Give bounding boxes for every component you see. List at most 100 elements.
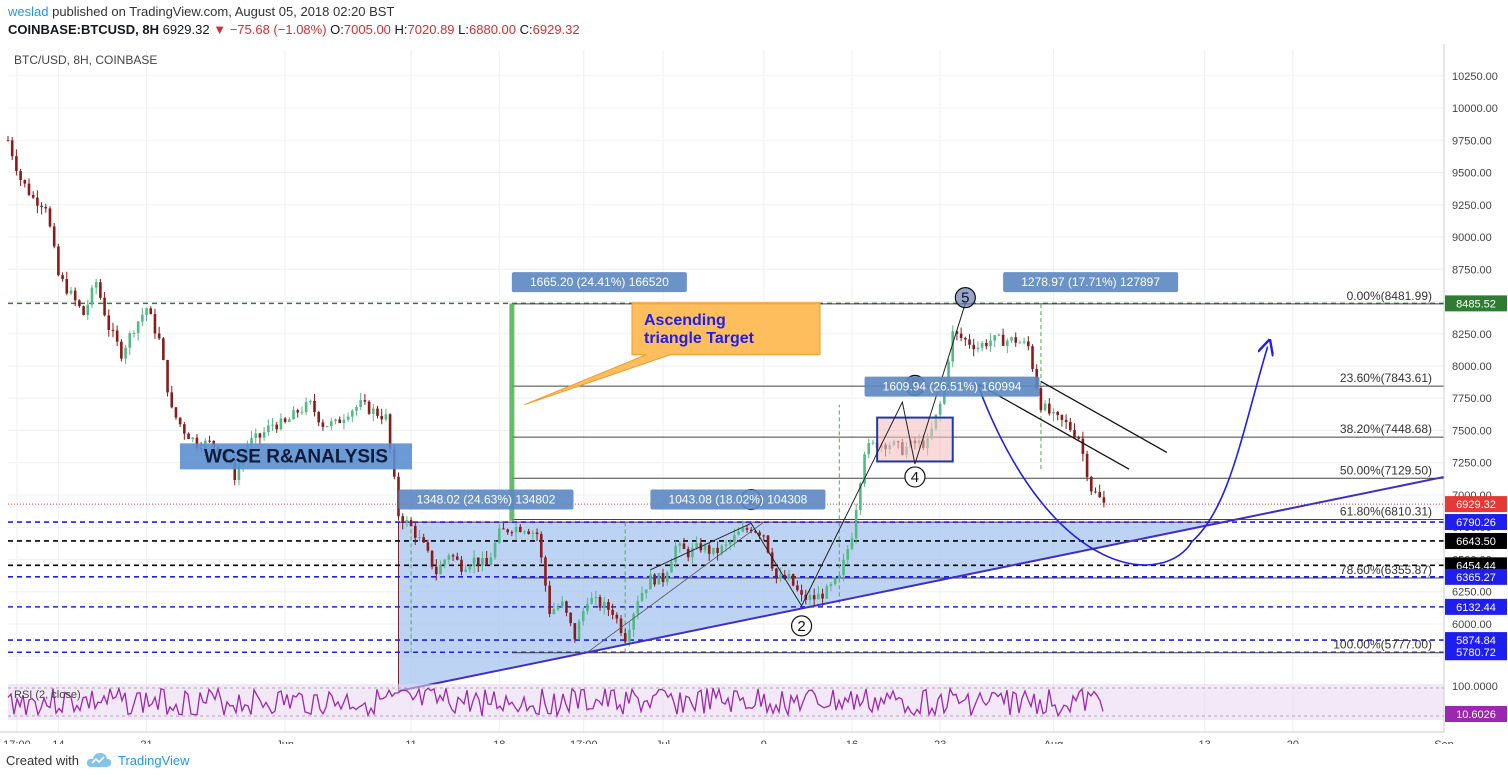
candle-body bbox=[653, 574, 656, 585]
candle-body bbox=[157, 333, 161, 339]
ohlc-h-key: H: bbox=[394, 22, 408, 37]
candle-body bbox=[90, 287, 94, 305]
price-tick-label: 8000.00 bbox=[1452, 361, 1492, 373]
candle-body bbox=[363, 400, 367, 402]
candle-body bbox=[518, 526, 522, 532]
candle-body bbox=[325, 426, 329, 428]
measure-label: 1609.94 (26.51%) 160994 bbox=[883, 380, 1022, 394]
candle-body bbox=[686, 548, 690, 558]
candle-body bbox=[632, 613, 635, 630]
candle-body bbox=[644, 589, 648, 593]
candle-body bbox=[1052, 411, 1055, 414]
candle-body bbox=[665, 572, 669, 582]
time-tick-label: 16 bbox=[846, 739, 858, 744]
candle-body bbox=[258, 433, 262, 438]
consolidation-box bbox=[876, 416, 954, 463]
candle-body bbox=[1010, 337, 1013, 341]
candle-body bbox=[191, 437, 195, 440]
wave-label-circle bbox=[790, 615, 813, 637]
fib-level-label: 38.20%(7448.68) bbox=[1340, 422, 1432, 436]
price-label-badge bbox=[1445, 514, 1507, 531]
candle-body bbox=[1027, 341, 1030, 347]
measure-label-box bbox=[398, 489, 574, 510]
candle-body bbox=[691, 547, 694, 558]
wave-label-2: 2 bbox=[797, 618, 805, 635]
candle-body bbox=[6, 140, 10, 142]
candle-body bbox=[838, 575, 841, 579]
candle-body bbox=[334, 419, 337, 422]
price-label-badge bbox=[1445, 644, 1507, 661]
rsi-title: RSI (2, close) bbox=[14, 689, 81, 701]
price-label: 5874.84 bbox=[1456, 635, 1496, 647]
candle-body bbox=[304, 402, 308, 413]
symbol-line: COINBASE:BTCUSD, 8H 6929.32 ▼ −75.68 (−1… bbox=[8, 22, 580, 37]
candle-body bbox=[1064, 419, 1068, 422]
tradingview-brand[interactable]: TradingView bbox=[118, 753, 190, 768]
price-label: 6365.27 bbox=[1456, 572, 1496, 584]
candle-body bbox=[464, 569, 467, 572]
candle-body bbox=[560, 601, 564, 607]
candle-body bbox=[94, 282, 98, 288]
candle-body bbox=[23, 180, 27, 184]
candle-body bbox=[523, 531, 526, 533]
candle-body bbox=[968, 339, 971, 345]
candle-body bbox=[321, 422, 325, 427]
projection-curve bbox=[977, 347, 1268, 566]
channel-line-upper bbox=[1040, 380, 1168, 453]
candle-body bbox=[279, 418, 283, 430]
time-tick-label: 21 bbox=[140, 739, 152, 744]
candle-body bbox=[586, 603, 589, 612]
published-text: published on TradingView.com, August 05,… bbox=[52, 4, 395, 19]
candle-body bbox=[745, 528, 749, 530]
candle-body bbox=[787, 574, 791, 579]
candle-body bbox=[497, 528, 501, 543]
candle-body bbox=[401, 516, 404, 523]
candle-body bbox=[149, 308, 153, 315]
candle-body bbox=[174, 407, 178, 418]
fib-level-label: 61.80%(6810.31) bbox=[1340, 504, 1432, 518]
ohlc-o-key: O: bbox=[330, 22, 344, 37]
author-link[interactable]: weslad bbox=[8, 4, 49, 19]
measure-label: 1043.08 (18.02%) 104308 bbox=[669, 492, 808, 506]
rsi-pane: RSI (2, close) 100.0000 10.6026 bbox=[7, 681, 1507, 722]
candle-body bbox=[262, 432, 266, 438]
candle-body bbox=[430, 550, 434, 567]
candle-body bbox=[502, 528, 505, 530]
candle-body bbox=[783, 574, 787, 579]
price-tick-label: 6250.00 bbox=[1452, 587, 1492, 599]
candle-body bbox=[61, 275, 64, 279]
candle-body bbox=[955, 331, 959, 334]
candle-body bbox=[531, 532, 535, 534]
price-chart[interactable]: 0.00%(8481.99) 23.60%(7843.61) 38.20%(7448… bbox=[0, 44, 1508, 744]
candle-body bbox=[342, 419, 346, 423]
candle-body bbox=[833, 578, 837, 585]
candle-body bbox=[283, 418, 287, 422]
candle-body bbox=[250, 437, 253, 445]
candle-body bbox=[733, 535, 736, 542]
candle-body bbox=[636, 601, 640, 614]
price-tick-label: 9000.00 bbox=[1452, 232, 1492, 244]
candle-body bbox=[993, 335, 997, 341]
candle-body bbox=[1043, 403, 1047, 411]
time-tick-label: Jul bbox=[656, 739, 670, 744]
candle-body bbox=[670, 562, 673, 573]
candle-body bbox=[1022, 341, 1026, 343]
candle-body bbox=[1039, 388, 1043, 411]
candle-body bbox=[115, 330, 119, 342]
candle-body bbox=[619, 618, 623, 634]
candle-body bbox=[73, 290, 77, 301]
candle-body bbox=[476, 557, 480, 566]
candle-body bbox=[292, 410, 295, 420]
candle-body bbox=[69, 290, 73, 294]
candle-body bbox=[237, 464, 241, 481]
fib-level-label: 23.60%(7843.61) bbox=[1340, 371, 1432, 385]
candle-body bbox=[623, 633, 627, 642]
price-tick-label: 8750.00 bbox=[1452, 264, 1492, 276]
candle-body bbox=[535, 532, 539, 535]
candle-body bbox=[712, 547, 715, 554]
wave-label-4: 4 bbox=[911, 469, 919, 486]
rsi-last-badge bbox=[1445, 706, 1507, 722]
candle-body bbox=[1089, 477, 1093, 492]
candle-body bbox=[132, 333, 136, 335]
candle-body bbox=[443, 559, 446, 565]
